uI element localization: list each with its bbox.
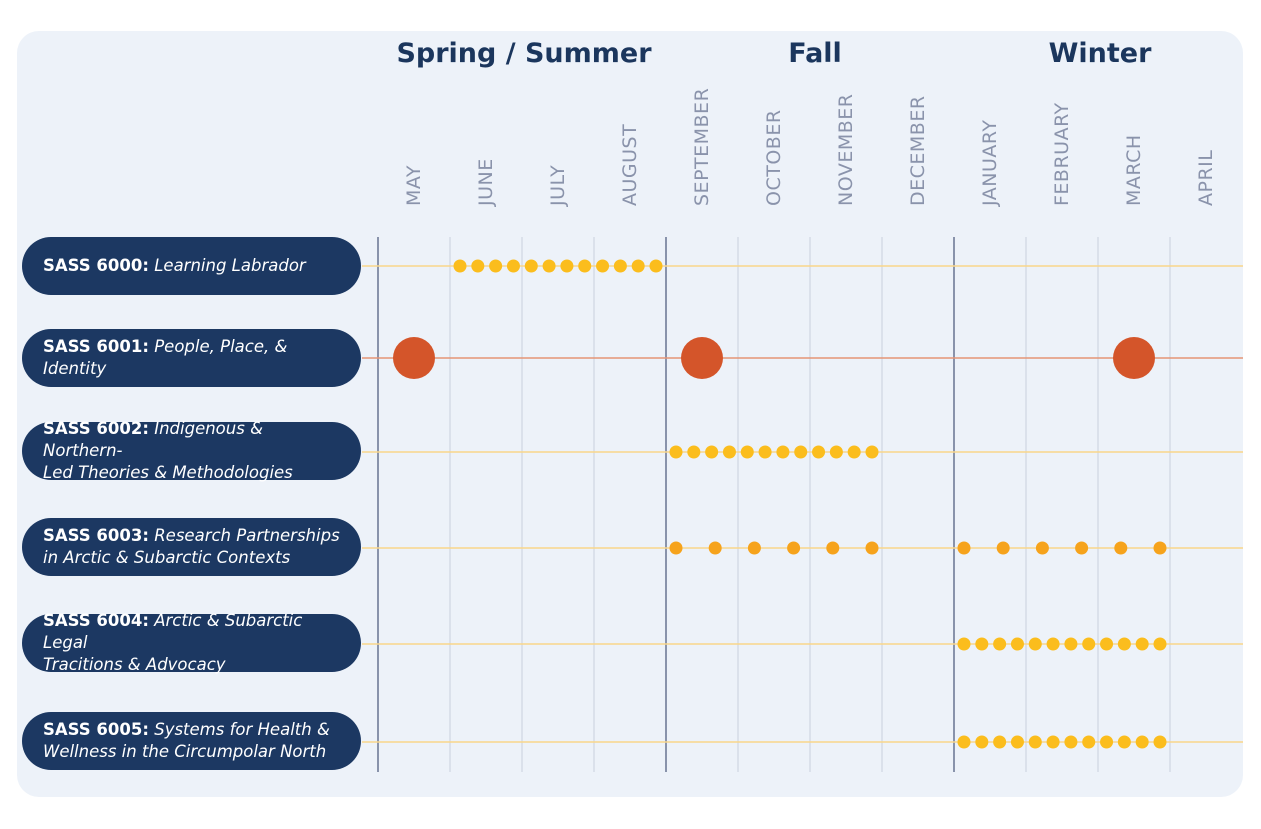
session-dot (453, 259, 467, 273)
course-title-line2: Tracitions & Advocacy (43, 655, 226, 674)
session-dot (1046, 735, 1060, 749)
session-dot (1010, 735, 1024, 749)
session-dot (1135, 735, 1149, 749)
session-dot (826, 541, 840, 555)
session-dot (687, 445, 701, 459)
session-dot (506, 259, 520, 273)
session-dot (1153, 637, 1167, 651)
session-dot (1100, 637, 1114, 651)
session-dot (524, 259, 538, 273)
session-dot (1064, 637, 1078, 651)
course-code: SASS 6005 (43, 720, 143, 739)
season-spring-summer: Spring / Summer (396, 38, 652, 69)
session-dot (722, 445, 736, 459)
session-dot (649, 259, 663, 273)
session-dot (1082, 637, 1096, 651)
session-dot (847, 445, 861, 459)
session-dot (865, 541, 879, 555)
course-code: SASS 6001 (43, 337, 143, 356)
session-dot (631, 259, 645, 273)
session-dot (471, 259, 485, 273)
session-dot (957, 735, 971, 749)
course-title: Systems for Health & (154, 720, 330, 739)
session-dot (957, 541, 971, 555)
season-winter: Winter (1048, 38, 1152, 69)
course-title-line2: in Arctic & Subarctic Contexts (43, 548, 291, 567)
course-pill-sass-6001: SASS 6001: People, Place, & Identity (22, 329, 361, 387)
course-pill-sass-6000: SASS 6000: Learning Labrador (22, 237, 361, 295)
session-dot (993, 637, 1007, 651)
course-title: Indigenous & Northern- (43, 419, 263, 460)
session-dot (993, 735, 1007, 749)
start-circle (393, 337, 435, 379)
session-dot (1153, 541, 1167, 555)
session-dot (1075, 541, 1089, 555)
course-title-line2: Wellness in the Circumpolar North (43, 742, 327, 761)
course-pill-sass-6004: SASS 6004: Arctic & Subarctic Legal Traci… (22, 611, 361, 674)
session-dot (613, 259, 627, 273)
session-dot (596, 259, 610, 273)
session-dot (812, 445, 826, 459)
session-dot (1114, 541, 1128, 555)
session-dot (996, 541, 1010, 555)
session-dot (1028, 637, 1042, 651)
session-dot (829, 445, 843, 459)
session-dot (1117, 735, 1131, 749)
session-dot (747, 541, 761, 555)
session-dot (1117, 637, 1131, 651)
session-dot (669, 445, 683, 459)
course-title: Arctic & Subarctic Legal (43, 611, 303, 652)
session-dot (975, 637, 989, 651)
course-pill-sass-6003: SASS 6003: Research Partnerships in Arcti… (22, 518, 361, 576)
course-code: SASS 6002 (43, 419, 143, 438)
season-fall: Fall (788, 38, 842, 69)
session-dot (489, 259, 503, 273)
session-dot (794, 445, 808, 459)
course-pill-sass-6002: SASS 6002: Indigenous & Northern- Led The… (22, 419, 361, 482)
session-dot (776, 445, 790, 459)
course-title: People, Place, & Identity (43, 337, 288, 378)
course-code: SASS 6003 (43, 526, 143, 545)
session-dot (669, 541, 683, 555)
session-dot (708, 541, 722, 555)
session-dot (1046, 637, 1060, 651)
session-dot (1135, 637, 1149, 651)
session-dot (1082, 735, 1096, 749)
session-dot (578, 259, 592, 273)
session-dot (957, 637, 971, 651)
session-dot (542, 259, 556, 273)
course-code: SASS 6000 (43, 256, 143, 275)
session-dot (560, 259, 574, 273)
session-dot (1064, 735, 1078, 749)
session-dot (865, 445, 879, 459)
start-circle (681, 337, 723, 379)
session-dot (1153, 735, 1167, 749)
session-dot (1035, 541, 1049, 555)
course-code: SASS 6004 (43, 611, 143, 630)
course-title-line2: Led Theories & Methodologies (43, 463, 293, 482)
start-circle (1113, 337, 1155, 379)
session-dot (975, 735, 989, 749)
session-dot (787, 541, 801, 555)
course-title: Research Partnerships (154, 526, 340, 545)
course-title: Learning Labrador (154, 256, 306, 275)
course-pill-sass-6005: SASS 6005: Systems for Health & Wellness … (22, 712, 361, 770)
session-dot (1010, 637, 1024, 651)
session-dot (758, 445, 772, 459)
session-dot (1100, 735, 1114, 749)
session-dot (740, 445, 754, 459)
session-dot (1028, 735, 1042, 749)
session-dot (705, 445, 719, 459)
